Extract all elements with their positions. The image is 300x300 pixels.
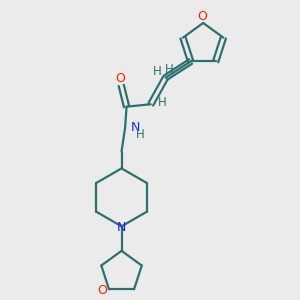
Text: O: O	[115, 72, 125, 86]
Text: N: N	[117, 221, 126, 234]
Text: H: H	[165, 63, 173, 76]
Text: O: O	[98, 284, 107, 297]
Text: H: H	[136, 128, 145, 141]
Text: O: O	[197, 10, 207, 23]
Text: H: H	[158, 96, 166, 109]
Text: N: N	[130, 121, 140, 134]
Text: H: H	[153, 65, 162, 78]
